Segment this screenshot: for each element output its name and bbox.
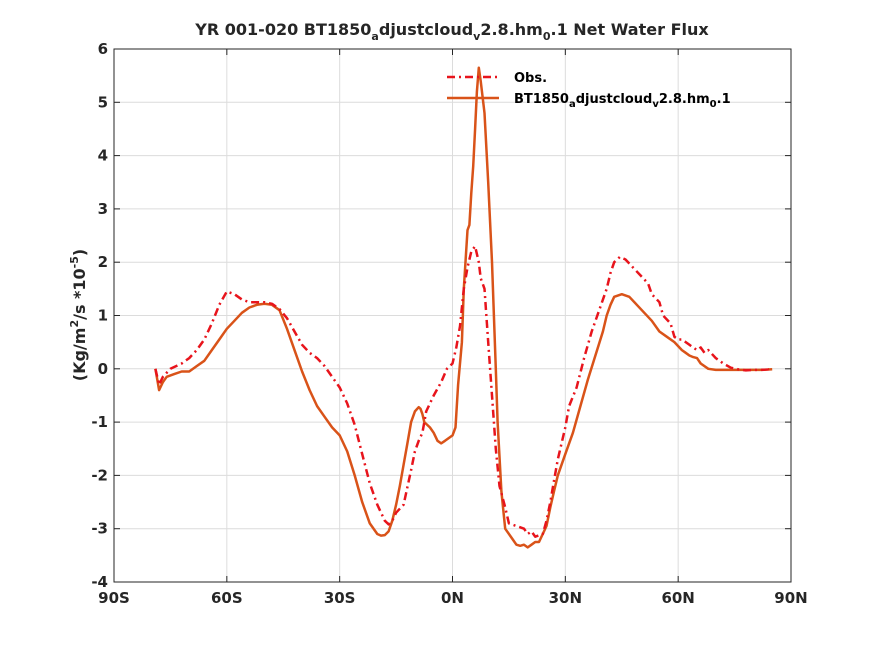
y-tick-label: -4 [91, 573, 108, 591]
x-tick-label: 30S [324, 589, 356, 607]
series-line-obs [154, 244, 773, 538]
series-line-model [154, 66, 773, 549]
y-tick-label: 2 [98, 253, 108, 271]
x-tick-label: 60N [661, 589, 694, 607]
x-tick-label: 90S [98, 589, 130, 607]
y-tick-label: 1 [98, 307, 108, 325]
y-tick-label: -3 [91, 520, 108, 538]
x-tick-label: 60S [211, 589, 243, 607]
legend-label-obs: Obs. [514, 71, 547, 86]
y-tick-label: 0 [98, 360, 108, 378]
y-tick-label: 6 [98, 40, 108, 58]
x-tick-label: 0N [441, 589, 464, 607]
y-tick-label: 3 [98, 200, 108, 218]
series-layer [154, 66, 773, 549]
chart-title: YR 001-020 BT1850adjustcloudv2.8.hm0.1 N… [194, 20, 709, 43]
y-tick-label: 4 [98, 147, 108, 165]
x-tick-label: 90N [774, 589, 807, 607]
y-tick-label: -1 [91, 413, 108, 431]
legend: Obs. BT1850adjustcloudv2.8.hm0.1 [447, 71, 731, 110]
y-tick-label: 5 [98, 93, 108, 111]
x-tick-label: 30N [549, 589, 582, 607]
y-axis-label: (Kg/m2/s *10-5) [68, 249, 89, 381]
axis-ticks: 90S 60S 30S 0N 30N 60N 90N -4 -3 -2 -1 0 1 2 3 4 5 6 [91, 40, 807, 607]
y-tick-label: -2 [91, 466, 108, 484]
legend-label-model: BT1850adjustcloudv2.8.hm0.1 [514, 92, 731, 110]
